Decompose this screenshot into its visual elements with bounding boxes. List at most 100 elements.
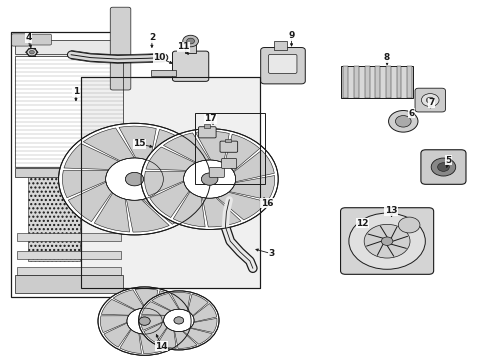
Polygon shape <box>144 322 167 343</box>
Polygon shape <box>173 192 205 227</box>
Text: 5: 5 <box>445 156 451 165</box>
Bar <box>195 113 265 184</box>
Text: 7: 7 <box>428 98 435 107</box>
Polygon shape <box>146 147 196 170</box>
Circle shape <box>398 217 420 233</box>
Text: 6: 6 <box>409 109 415 118</box>
Circle shape <box>187 38 195 44</box>
Polygon shape <box>150 182 189 217</box>
FancyBboxPatch shape <box>198 127 216 138</box>
Polygon shape <box>174 331 197 348</box>
Polygon shape <box>158 319 189 335</box>
Bar <box>11 32 126 297</box>
Circle shape <box>98 287 191 355</box>
Bar <box>225 139 231 142</box>
Circle shape <box>183 35 198 47</box>
Circle shape <box>141 129 278 230</box>
Circle shape <box>381 237 393 246</box>
Bar <box>15 56 122 167</box>
Polygon shape <box>101 300 135 315</box>
Polygon shape <box>145 171 186 196</box>
Polygon shape <box>141 316 165 330</box>
Circle shape <box>59 123 211 235</box>
Polygon shape <box>135 289 158 310</box>
Bar <box>341 66 413 98</box>
Text: 4: 4 <box>25 33 32 42</box>
Bar <box>81 77 260 288</box>
Text: 16: 16 <box>261 199 273 208</box>
Text: 11: 11 <box>177 42 190 51</box>
Circle shape <box>174 317 184 324</box>
Polygon shape <box>161 147 206 182</box>
Polygon shape <box>104 323 131 347</box>
Circle shape <box>364 224 410 258</box>
Bar <box>17 251 121 259</box>
Text: 8: 8 <box>384 53 390 62</box>
Bar <box>365 66 369 98</box>
Bar <box>204 124 210 128</box>
Polygon shape <box>161 302 189 323</box>
Bar <box>396 66 401 98</box>
Polygon shape <box>152 293 179 311</box>
Polygon shape <box>234 150 274 182</box>
Bar <box>354 66 359 98</box>
Polygon shape <box>140 334 166 354</box>
Text: 3: 3 <box>269 249 275 258</box>
Circle shape <box>426 97 434 103</box>
FancyBboxPatch shape <box>421 150 466 184</box>
Polygon shape <box>158 328 176 348</box>
Polygon shape <box>142 302 171 315</box>
Polygon shape <box>193 303 217 322</box>
Polygon shape <box>155 291 178 316</box>
Circle shape <box>201 173 218 185</box>
Circle shape <box>389 111 418 132</box>
Circle shape <box>27 49 37 56</box>
Polygon shape <box>151 129 190 170</box>
Text: 15: 15 <box>133 139 146 148</box>
Polygon shape <box>183 328 212 344</box>
Text: 12: 12 <box>356 219 369 228</box>
Polygon shape <box>191 318 217 333</box>
FancyBboxPatch shape <box>110 7 131 90</box>
Bar <box>274 41 287 50</box>
Bar <box>81 77 260 288</box>
Bar <box>185 43 196 53</box>
Circle shape <box>421 94 439 107</box>
Polygon shape <box>113 290 145 310</box>
Text: 1: 1 <box>73 87 79 96</box>
Polygon shape <box>143 194 198 224</box>
Bar <box>375 66 380 98</box>
Polygon shape <box>196 131 229 163</box>
Polygon shape <box>119 126 156 161</box>
FancyBboxPatch shape <box>12 34 29 46</box>
Bar <box>28 177 80 261</box>
Circle shape <box>139 291 219 350</box>
Polygon shape <box>83 128 134 161</box>
Text: 2: 2 <box>149 33 155 42</box>
Circle shape <box>184 160 236 198</box>
FancyBboxPatch shape <box>209 167 224 177</box>
Circle shape <box>174 317 184 324</box>
Polygon shape <box>126 199 169 232</box>
Bar <box>386 66 391 98</box>
Polygon shape <box>217 192 267 220</box>
Polygon shape <box>225 134 260 171</box>
Circle shape <box>125 172 144 186</box>
Polygon shape <box>229 176 275 200</box>
Text: 9: 9 <box>288 31 295 40</box>
Polygon shape <box>156 175 207 202</box>
Polygon shape <box>163 133 210 163</box>
Polygon shape <box>149 330 183 349</box>
Bar <box>15 168 122 177</box>
FancyBboxPatch shape <box>221 158 237 168</box>
Bar <box>407 66 412 98</box>
Polygon shape <box>62 170 108 198</box>
FancyBboxPatch shape <box>172 51 209 81</box>
Bar <box>151 70 176 76</box>
Polygon shape <box>94 193 129 232</box>
Circle shape <box>164 309 194 332</box>
Text: 13: 13 <box>385 206 397 215</box>
Circle shape <box>127 308 162 334</box>
Text: 14: 14 <box>155 342 168 351</box>
Circle shape <box>139 317 150 325</box>
